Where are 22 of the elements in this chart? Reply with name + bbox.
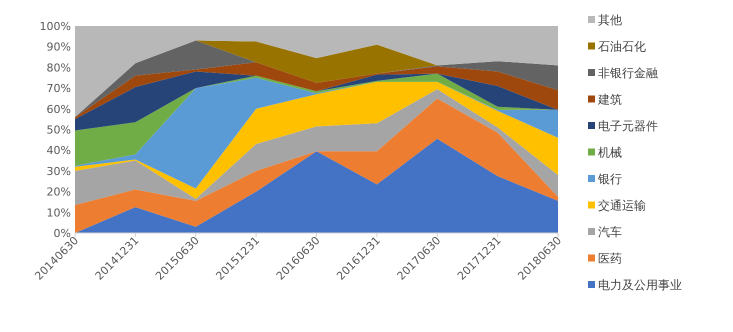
y-tick-label: 100% <box>40 20 71 33</box>
legend-label: 医药 <box>598 252 622 266</box>
y-tick-label: 60% <box>46 102 71 116</box>
legend-label: 非银行金融 <box>598 66 658 80</box>
legend-label: 电力及公用事业 <box>598 278 682 292</box>
y-tick-label: 80% <box>46 61 71 74</box>
legend-label: 机械 <box>598 146 622 160</box>
legend-label: 银行 <box>597 172 622 186</box>
y-tick-label: 70% <box>46 82 71 96</box>
legend-label: 其他 <box>598 13 622 27</box>
legend-label: 汽车 <box>598 225 622 239</box>
y-tick-label: 30% <box>46 164 71 178</box>
legend-label: 建筑 <box>597 92 622 106</box>
y-tick-label: 0% <box>54 227 71 240</box>
legend-label: 交通运输 <box>598 198 646 212</box>
legend-label: 电子元器件 <box>598 119 658 133</box>
y-tick-label: 40% <box>46 144 71 158</box>
y-tick-label: 90% <box>46 40 71 54</box>
y-tick-label: 50% <box>46 124 71 136</box>
y-tick-label: 10% <box>46 206 71 220</box>
legend-label: 石油石化 <box>598 40 646 54</box>
y-tick-label: 20% <box>46 186 71 199</box>
